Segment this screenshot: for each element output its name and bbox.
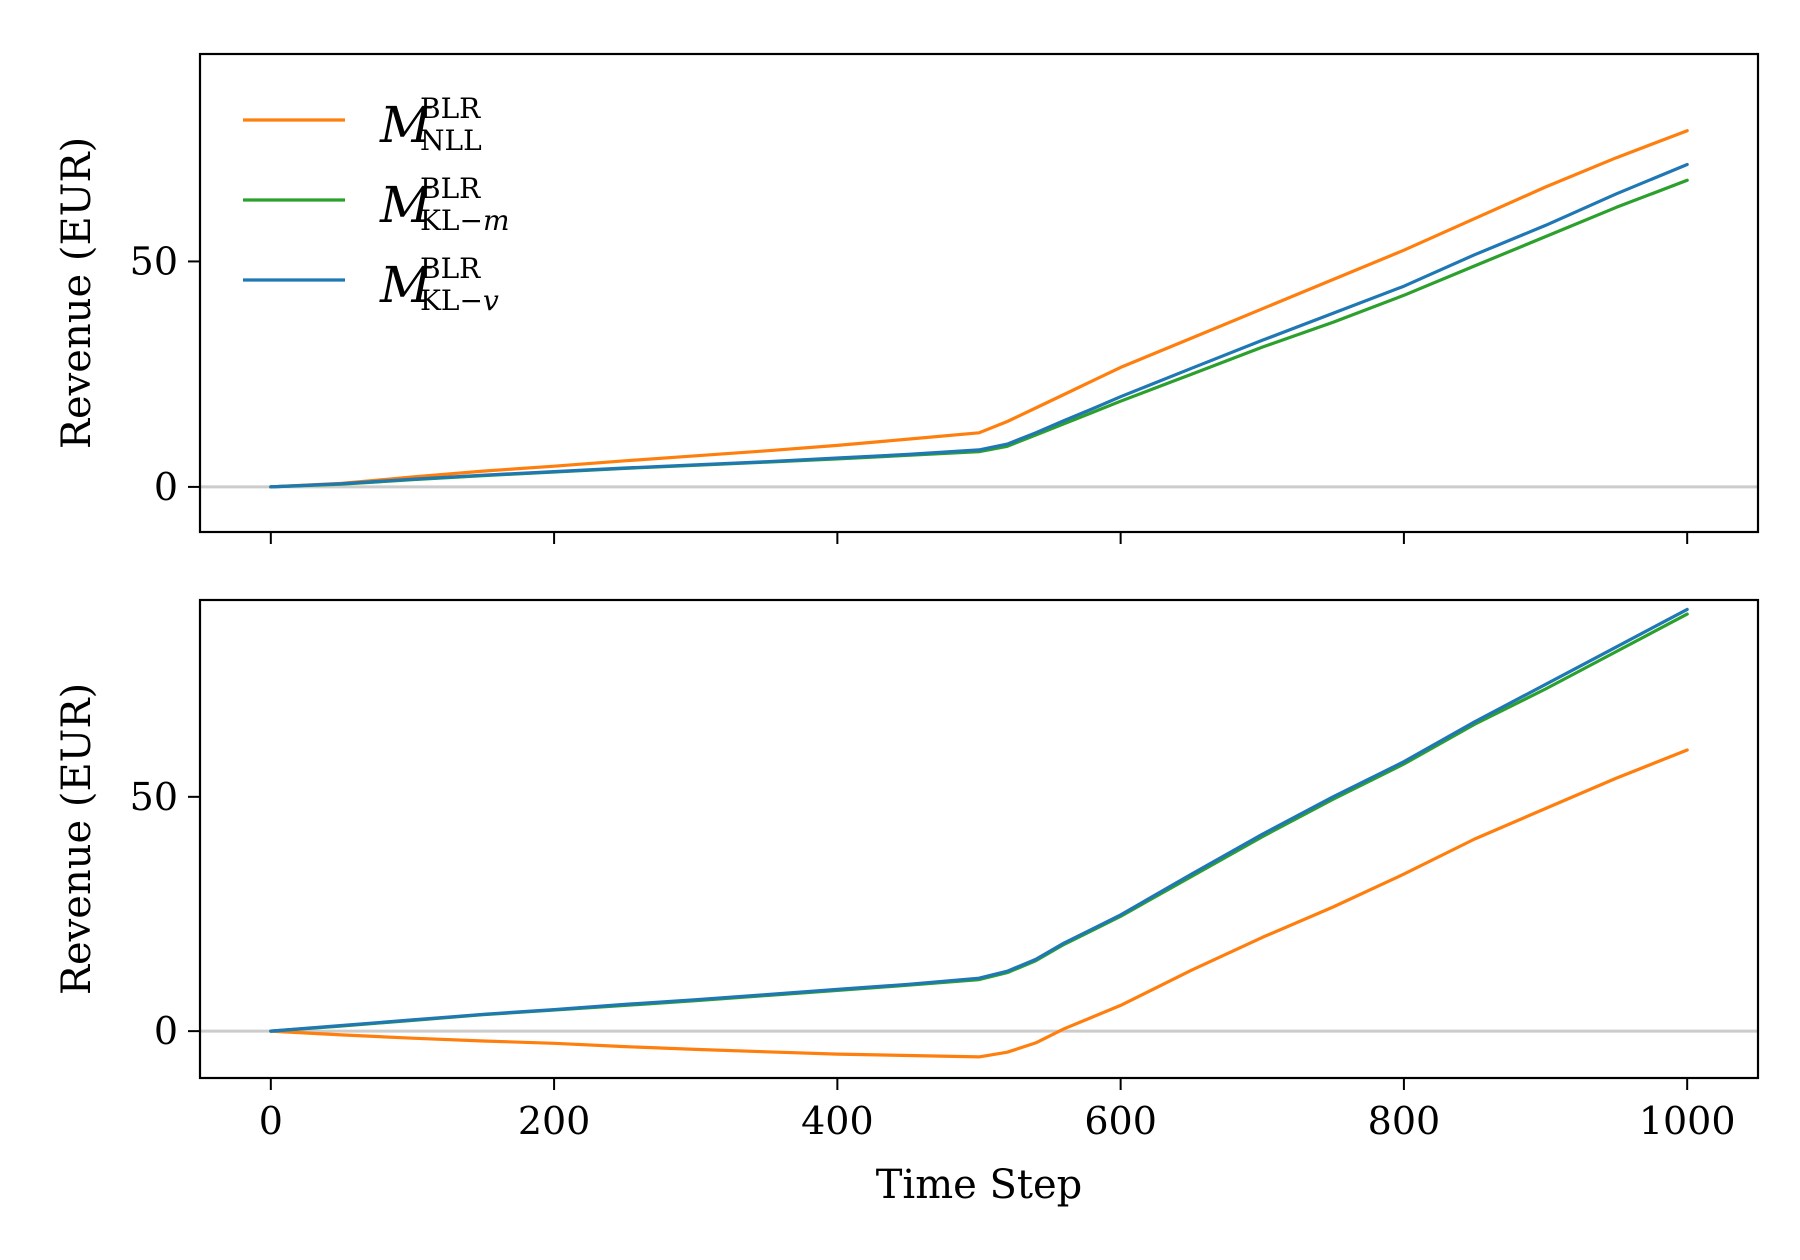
series-line-kl-v [269, 607, 1689, 1033]
x-tick-label: 0 [259, 1099, 283, 1143]
y-tick-label: 50 [130, 239, 178, 283]
legend-symbol: M [379, 96, 433, 154]
legend-subscript: KL−m [420, 204, 510, 237]
legend-superscript: BLR [420, 172, 481, 205]
x-tick-label: 400 [801, 1099, 874, 1143]
y-axis-label: Revenue (EUR) [54, 683, 100, 995]
x-axis-label: Time Step [876, 1162, 1083, 1208]
x-tick-label: 600 [1084, 1099, 1157, 1143]
series-line-nll [269, 129, 1689, 489]
series-line-kl-v [269, 162, 1689, 489]
y-tick-label: 50 [130, 775, 178, 819]
x-tick-label: 200 [518, 1099, 591, 1143]
legend-subscript: KL−v [420, 284, 499, 317]
legend-subscript: NLL [420, 124, 482, 157]
axes-frame [198, 52, 1760, 534]
legend-symbol: M [379, 176, 433, 234]
y-tick-label: 0 [154, 1009, 178, 1053]
y-tick-label: 0 [154, 465, 178, 509]
x-tick-label: 800 [1368, 1099, 1441, 1143]
axes-frame [198, 598, 1760, 1080]
y-axis-label: Revenue (EUR) [54, 137, 100, 449]
series-line-nll [269, 748, 1689, 1059]
bottom-panel: 0 200 400 600 800 1000 0 50 Revenue (EUR) Time St… [54, 598, 1760, 1208]
legend-symbol: M [379, 256, 433, 314]
legend-superscript: BLR [420, 92, 481, 125]
series-line-kl-m [269, 612, 1689, 1033]
x-tick-label: 1000 [1639, 1099, 1736, 1143]
legend-superscript: BLR [420, 252, 481, 285]
